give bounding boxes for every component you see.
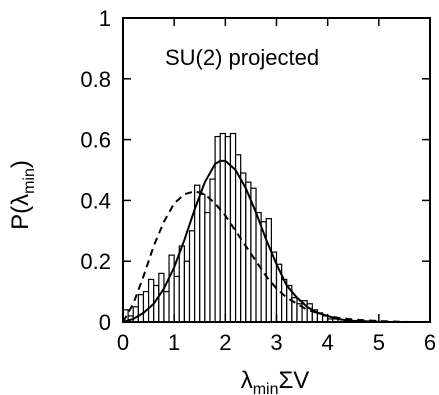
x-tick-label: 3 [270, 330, 282, 355]
y-axis-title-rest: ) [7, 160, 34, 168]
x-tick-label: 1 [168, 330, 180, 355]
y-tick-label: 0.4 [80, 188, 111, 213]
annotation: SU(2) projected [165, 45, 319, 70]
y-axis-title-sub: min [21, 168, 38, 194]
histogram-bar [147, 278, 155, 323]
histogram-bar [158, 272, 165, 323]
y-axis-title-main: P(λ [7, 194, 34, 230]
histogram-bar [173, 275, 180, 323]
tick-labels: 0 1 2 3 4 5 6 0 0.2 0.4 0.6 0.8 1 [80, 6, 436, 355]
histogram-bar [188, 230, 196, 323]
x-tick-label: 2 [219, 330, 231, 355]
x-axis-title-main: λ [241, 367, 253, 394]
y-axis-title: P(λmin) [7, 160, 38, 230]
histogram-bar [168, 254, 175, 323]
histogram-bar [178, 245, 186, 323]
x-tick-label: 6 [424, 330, 436, 355]
histogram-bar [137, 294, 145, 323]
x-tick-label: 4 [322, 330, 334, 355]
histogram-bar [183, 260, 191, 323]
histogram-bar [265, 218, 272, 323]
y-tick-label: 0.2 [80, 249, 111, 274]
histogram-bar [163, 291, 170, 323]
y-tick-label: 0 [99, 310, 111, 335]
y-tick-label: 1 [99, 6, 111, 31]
x-axis-title-rest: ΣV [278, 367, 309, 394]
y-tick-label: 0.6 [80, 128, 111, 153]
x-tick-label: 5 [373, 330, 385, 355]
histogram-bar [245, 181, 252, 323]
y-tick-label: 0.8 [80, 67, 111, 92]
x-axis-title: λminΣV [241, 367, 310, 395]
histogram-bar [240, 172, 247, 323]
x-axis-title-sub: min [253, 381, 279, 395]
x-tick-label: 0 [117, 330, 129, 355]
histogram-bar [142, 291, 150, 323]
ticks [122, 17, 431, 323]
histogram-bar [132, 306, 139, 323]
histogram-bar [204, 211, 211, 323]
histogram-bars [122, 132, 339, 323]
histogram-bar [199, 193, 206, 323]
